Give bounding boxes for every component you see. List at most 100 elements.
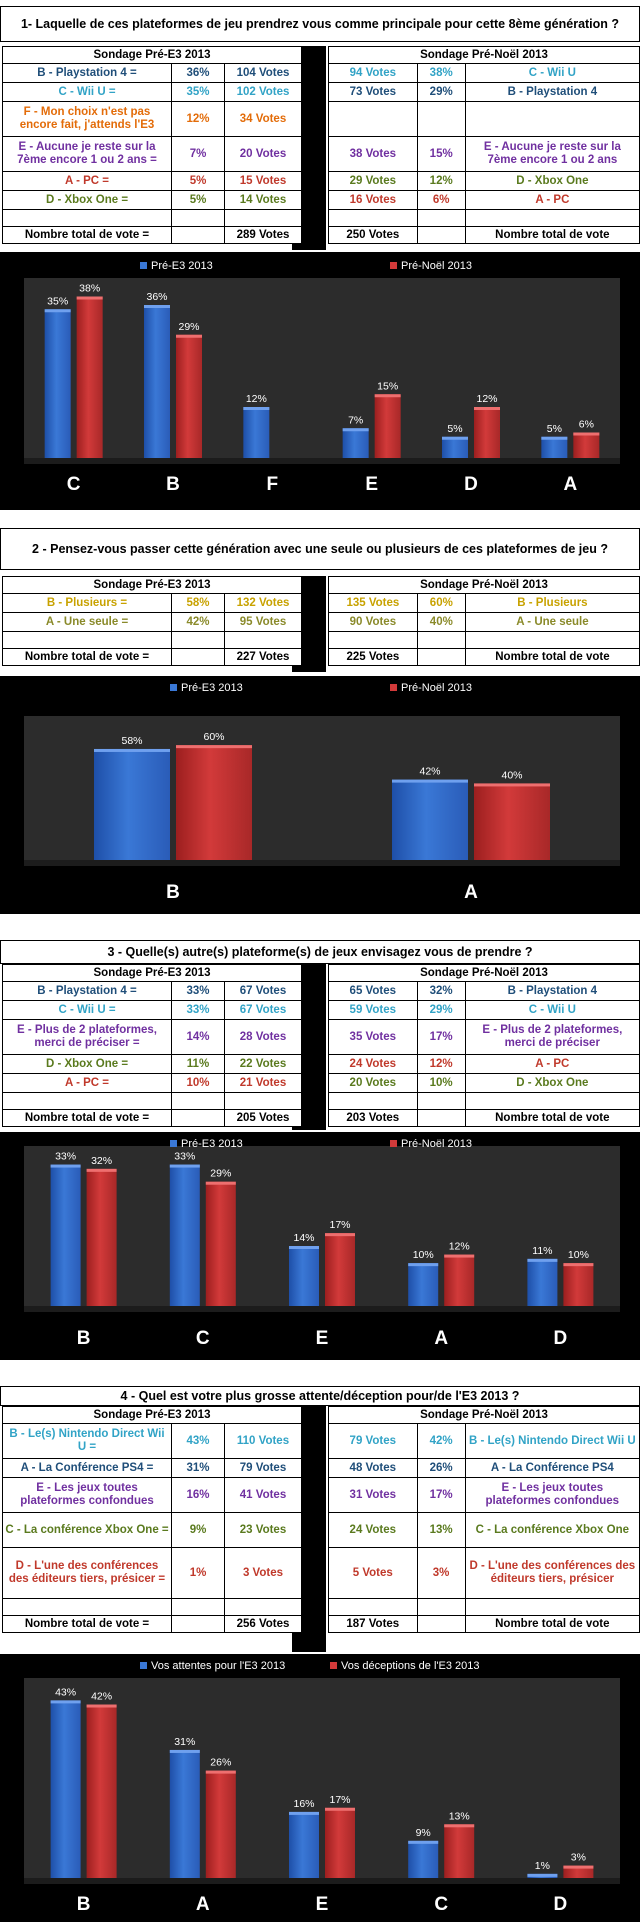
table-row: F - Mon choix n'est pas encore fait, j'a…: [2, 101, 302, 137]
option-votes: 23 Votes: [224, 1512, 302, 1548]
option-votes: 22 Votes: [224, 1054, 302, 1074]
option-percent: 12%: [171, 101, 225, 137]
option-votes: 59 Votes: [328, 1000, 418, 1020]
bar-chart: Pré-E3 2013 Pré-Noël 2013 35% 38% C 36% 29% B 12…: [24, 260, 620, 495]
option-percent: 6%: [416, 190, 466, 210]
category-label: D: [554, 1894, 568, 1915]
category-label: B: [77, 1328, 91, 1349]
total-votes: 256 Votes: [224, 1615, 302, 1633]
bar-chart: Pré-E3 2013 Pré-Noël 2013 33% 32% B 33% 29% C 14…: [24, 1138, 620, 1349]
legend-label: Vos attentes pour l'E3 2013: [151, 1660, 285, 1672]
category-label: A: [196, 1894, 210, 1915]
total-votes: 250 Votes: [328, 226, 418, 244]
option-percent: 40%: [416, 612, 466, 632]
bar-top: [342, 428, 369, 432]
question-3-chart: Pré-E3 2013 Pré-Noël 2013 33% 32% B 33% 29% C 14…: [0, 1132, 640, 1360]
data-label: 32%: [91, 1155, 112, 1167]
option-votes: 94 Votes: [328, 63, 418, 83]
table-row: E - Aucune je reste sur la 7ème encore 1…: [2, 136, 302, 172]
data-label: 9%: [416, 1827, 431, 1839]
pre-noel-header: Sondage Pré-Noël 2013: [328, 576, 640, 594]
blank-cell: [328, 1598, 418, 1616]
option-percent: 33%: [171, 1000, 225, 1020]
plot-floor: [24, 1878, 620, 1884]
pre-noel-header: Sondage Pré-Noël 2013: [328, 1406, 640, 1424]
table-row: C - La conférence Xbox One = 9% 23 Votes: [2, 1512, 302, 1548]
table-row: 20 Votes 10% D - Xbox One: [328, 1073, 640, 1093]
option-label: C - Wii U =: [2, 1000, 172, 1020]
category-label: A: [434, 1328, 448, 1349]
option-percent: 5%: [171, 190, 225, 210]
plot-floor: [24, 1306, 620, 1312]
option-votes: 24 Votes: [328, 1512, 418, 1548]
option-label: E - Aucune je reste sur la 7ème encore 1…: [2, 136, 172, 172]
bar-top: [573, 432, 600, 436]
category-label: B: [77, 1894, 91, 1915]
bar-top: [144, 305, 170, 308]
table-row: 59 Votes 29% C - Wii U: [328, 1000, 640, 1020]
bar-top: [444, 1254, 475, 1258]
option-percent: 58%: [171, 593, 225, 613]
category-label: C: [67, 474, 81, 495]
option-percent: 10%: [171, 1073, 225, 1093]
bar: [325, 1807, 355, 1878]
option-votes: 41 Votes: [224, 1477, 302, 1513]
option-label: B - Playstation 4 =: [2, 63, 172, 83]
bar: [474, 407, 500, 458]
legend-swatch: [170, 1140, 177, 1147]
bar: [444, 1824, 475, 1878]
option-percent: 15%: [416, 136, 466, 172]
legend-label: Pré-Noël 2013: [401, 1138, 472, 1150]
pre-noel-table: Sondage Pré-Noël 2013 65 Votes 32% B - Play…: [328, 964, 640, 1127]
bar-top: [474, 407, 500, 410]
category-label: B: [166, 474, 180, 495]
option-percent: 26%: [416, 1458, 466, 1478]
data-label: 29%: [210, 1168, 231, 1180]
option-votes: 95 Votes: [224, 612, 302, 632]
table-row: 24 Votes 12% A - PC: [328, 1054, 640, 1074]
option-votes: 65 Votes: [328, 981, 418, 1001]
pre-e3-table: Sondage Pré-E3 2013 B - Playstation 4 = 36…: [2, 46, 302, 244]
blank-cell: [328, 1092, 418, 1110]
option-votes: 15 Votes: [224, 171, 302, 191]
table-row: 24 Votes 13% C - La conférence Xbox One: [328, 1512, 640, 1548]
table-row: D - Xbox One = 5% 14 Votes: [2, 190, 302, 210]
plot-area: [24, 1146, 620, 1306]
option-label: E - Les jeux toutes plateformes confondu…: [2, 1477, 172, 1513]
bar-top: [374, 394, 401, 398]
table-row: 73 Votes 29% B - Playstation 4: [328, 82, 640, 102]
pre-noel-header: Sondage Pré-Noël 2013: [328, 964, 640, 982]
bar-top: [444, 1824, 475, 1828]
data-label: 1%: [535, 1860, 550, 1872]
option-percent: 29%: [416, 1000, 466, 1020]
bar-top: [325, 1233, 355, 1237]
option-votes: 5 Votes: [328, 1547, 418, 1599]
option-percent: 60%: [416, 593, 466, 613]
option-label: A - Une seule: [464, 612, 640, 632]
option-votes: 135 Votes: [328, 593, 418, 613]
option-percent: 9%: [171, 1512, 225, 1548]
data-label: 15%: [377, 380, 398, 392]
option-votes: 21 Votes: [224, 1073, 302, 1093]
blank-cell: [224, 631, 302, 649]
table-row: E - Les jeux toutes plateformes confondu…: [2, 1477, 302, 1513]
bar-top: [94, 748, 170, 752]
option-percent: 10%: [416, 1073, 466, 1093]
option-percent: 11%: [171, 1054, 225, 1074]
option-votes: 79 Votes: [328, 1423, 418, 1459]
data-label: 14%: [293, 1232, 314, 1244]
data-label: 16%: [293, 1798, 314, 1810]
blank-cell: [2, 1092, 172, 1110]
bar-top: [169, 1749, 200, 1753]
blank-cell: [171, 209, 225, 227]
table-row: 79 Votes 42% B - Le(s) Nintendo Direct Wii…: [328, 1423, 640, 1459]
question-1-chart: Pré-E3 2013 Pré-Noël 2013 35% 38% C 36% 29% B 12…: [0, 252, 640, 510]
option-label: A - PC =: [2, 1073, 172, 1093]
bar-top: [205, 1181, 236, 1185]
total-label: Nombre total de vote: [464, 648, 640, 666]
question-2-title: 2 - Pensez-vous passer cette génération …: [0, 528, 640, 570]
bar-top: [442, 436, 468, 440]
bar: [541, 436, 568, 458]
data-label: 43%: [55, 1686, 76, 1698]
pre-noel-table: Sondage Pré-Noël 2013 135 Votes 60% B - Plu…: [328, 576, 640, 666]
